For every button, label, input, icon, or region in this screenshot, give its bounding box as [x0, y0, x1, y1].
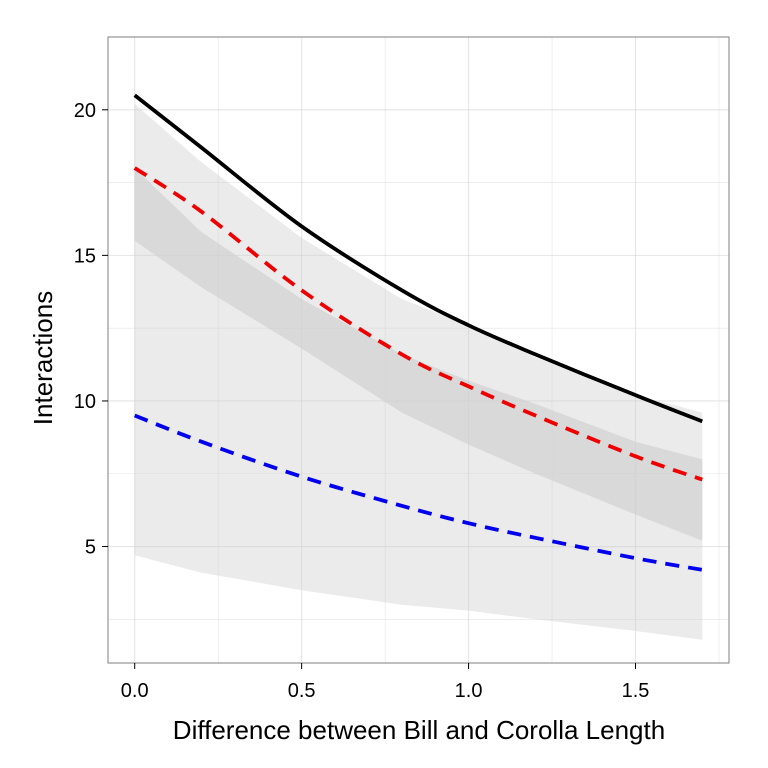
series-line-1 [133, 93, 703, 424]
y-tick-label: 20 [74, 100, 96, 122]
confidence-bands [134, 104, 703, 640]
x-axis-title: Difference between Bill and Corolla Leng… [173, 715, 665, 745]
y-axis-title: Interactions [28, 291, 58, 425]
y-tick-label: 10 [74, 391, 96, 413]
x-tick-label: 1.0 [455, 680, 483, 702]
x-tick-label: 0.0 [121, 680, 149, 702]
y-tick-label: 15 [74, 245, 96, 267]
y-tick-label: 5 [85, 537, 96, 559]
axis-ticks: 0.0 0.5 1.0 1.5 5 10 15 20 [74, 100, 650, 702]
x-tick-label: 0.5 [288, 680, 316, 702]
series-line-2 [133, 166, 703, 482]
plot-panel-border [107, 36, 730, 664]
series-lines [133, 93, 703, 572]
x-tick-label: 1.5 [622, 680, 650, 702]
series-line-3 [133, 413, 703, 572]
confidence-band-2 [134, 168, 703, 541]
